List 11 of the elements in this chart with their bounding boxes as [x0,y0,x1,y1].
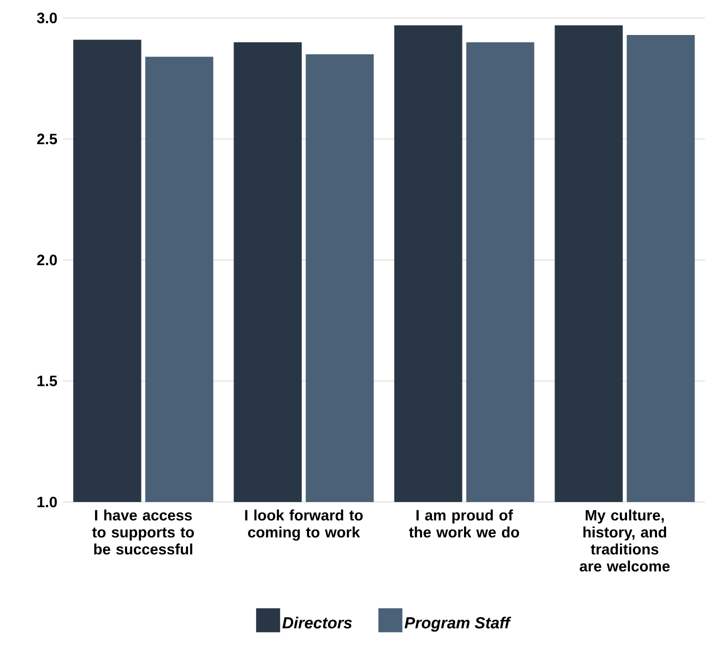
y-tick-label: 2.5 [37,134,58,144]
y-tick-label: 2.0 [37,254,57,266]
legend-label: Directors [282,616,352,628]
x-tick-label: I have access to supports to be successful [92,510,194,555]
y-tick-label: 3.0 [36,12,57,24]
y-tick-label: 1.5 [38,376,58,386]
x-tick-label: My culture, history, and traditions are welcome [580,510,670,572]
legend-label: Program Staff [404,616,512,632]
x-tick-label: I look forward to coming to work [245,510,363,541]
y-tick-label: 1.0 [38,496,57,508]
x-tick-label: I am proud of the work we do [409,510,520,538]
